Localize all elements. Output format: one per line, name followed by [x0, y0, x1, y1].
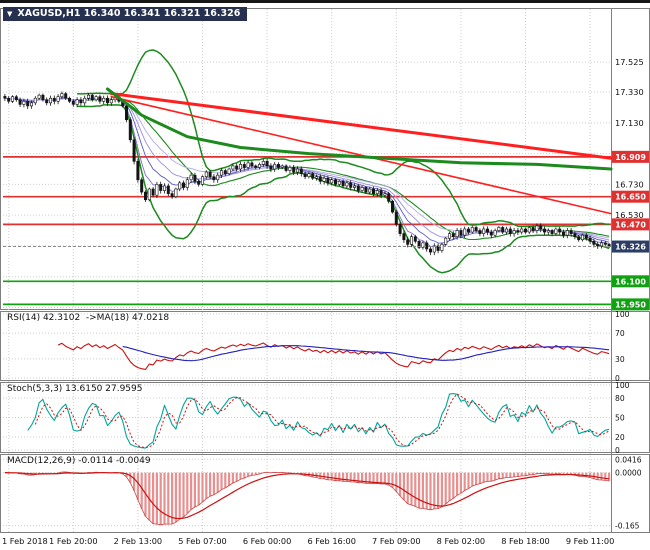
macd-indicator-label: MACD(12,26,9) -0.0114 -0.0049 — [7, 456, 151, 466]
stoch-axis-label: 0 — [615, 446, 620, 455]
x-axis-label: 7 Feb 09:00 — [372, 536, 421, 546]
stoch-indicator-label: Stoch(5,3,3) 13.6150 27.9595 — [7, 384, 143, 394]
svg-text:16.909: 16.909 — [615, 153, 646, 162]
macd-axis-label: -0.165 — [615, 522, 640, 531]
price-axis-label: 16.530 — [615, 210, 644, 220]
rsi-axis-label: 30 — [615, 355, 625, 364]
macd-axis-label: 0.0000 — [615, 469, 642, 478]
stoch-axis-label: 100 — [615, 381, 630, 390]
macd-axis-label: 0.0416 — [615, 455, 642, 464]
long-ma-line — [106, 87, 613, 171]
trend-line — [109, 92, 613, 160]
price-axis-label: 17.330 — [615, 87, 644, 97]
macd-histogram — [7, 471, 611, 525]
svg-text:15.950: 15.950 — [615, 300, 646, 309]
trend-lines[interactable] — [109, 92, 613, 215]
x-axis-label: 1 Feb 2018 — [2, 536, 48, 546]
stoch-axis-label: 20 — [615, 433, 625, 442]
price-badge — [612, 240, 649, 253]
rsi-axis-label: 100 — [615, 310, 630, 319]
stoch-axis-label: 50 — [615, 414, 625, 423]
chart-canvas[interactable]: 1 Feb 2018 1 Feb 20:00 2 Feb 13:00 5 Feb 07… — [0, 3, 650, 550]
rsi-axis-label: 70 — [615, 329, 625, 338]
x-axis-label: 1 Feb 20:00 — [49, 536, 98, 546]
bollinger-upper — [77, 49, 610, 228]
price-badge — [612, 275, 649, 288]
stoch-main-line — [27, 393, 610, 449]
svg-text:16.650: 16.650 — [615, 193, 646, 202]
price-badge — [612, 190, 649, 203]
x-axis-label: 2 Feb 13:00 — [114, 536, 163, 546]
stoch-axis-label: 80 — [615, 394, 625, 403]
rsi-indicator-label: RSI(14) 42.3102 ->MA(18) 47.0218 — [7, 313, 170, 323]
svg-text:16.100: 16.100 — [615, 277, 646, 286]
x-axis-label: 5 Feb 07:00 — [178, 536, 227, 546]
stoch-signal-line — [34, 393, 610, 449]
price-axis-label: 17.525 — [615, 57, 644, 67]
macd-pane[interactable] — [0, 454, 650, 533]
price-badge — [612, 218, 649, 231]
price-axis-label: 17.130 — [615, 118, 644, 128]
ma-line — [4, 97, 610, 239]
price-badge — [612, 298, 649, 311]
trend-line — [110, 95, 612, 215]
symbol-ohlc-badge[interactable]: ▼ XAGUSD,H1 16.340 16.341 16.321 16.326 — [3, 7, 248, 22]
time-grid — [3, 9, 611, 532]
macd-signal-line — [4, 472, 610, 520]
rsi-ma-line — [122, 345, 610, 362]
price-axis-label: 16.730 — [615, 179, 644, 189]
ma-fan — [4, 96, 610, 249]
svg-text:16.326: 16.326 — [615, 243, 646, 252]
x-axis-label: 6 Feb 16:00 — [307, 536, 356, 546]
x-axis-label: 9 Feb 11:00 — [566, 536, 615, 546]
x-axis-label: 8 Feb 02:00 — [437, 536, 486, 546]
x-axis-label: 8 Feb 18:00 — [501, 536, 550, 546]
price-badge — [612, 150, 649, 163]
rsi-axis-label: 0 — [615, 374, 620, 383]
svg-text:16.470: 16.470 — [615, 220, 646, 229]
dropdown-triangle-icon[interactable]: ▼ — [7, 9, 13, 18]
x-axis-label: 6 Feb 00:00 — [243, 536, 292, 546]
candles-layer — [3, 91, 611, 256]
levels-layer[interactable] — [3, 155, 611, 306]
symbol-ohlc-text: XAGUSD,H1 16.340 16.341 16.321 16.326 — [17, 8, 241, 19]
